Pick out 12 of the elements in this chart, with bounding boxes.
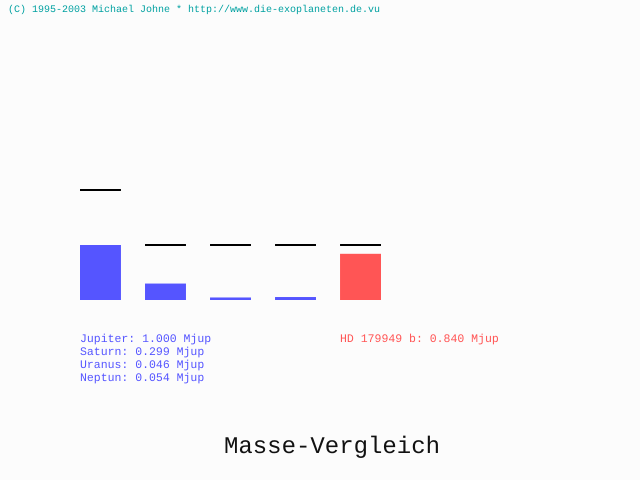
text: Uranus: 0.046 Mjup <box>80 359 204 372</box>
bar <box>145 284 186 300</box>
bar <box>275 297 316 300</box>
bar <box>80 245 121 300</box>
text: (C) 1995-2003 Michael Johne * http://www.die-exoplaneten.de.vu <box>8 4 380 16</box>
bar <box>210 297 251 300</box>
text: Saturn: 0.299 Mjup <box>80 346 204 359</box>
text: HD 179949 b: 0.840 Mjup <box>340 333 499 346</box>
text: Masse-Vergleich <box>224 434 440 461</box>
bar <box>340 254 381 300</box>
text: Neptun: 0.054 Mjup <box>80 372 204 385</box>
text: Jupiter: 1.000 Mjup <box>80 333 212 346</box>
